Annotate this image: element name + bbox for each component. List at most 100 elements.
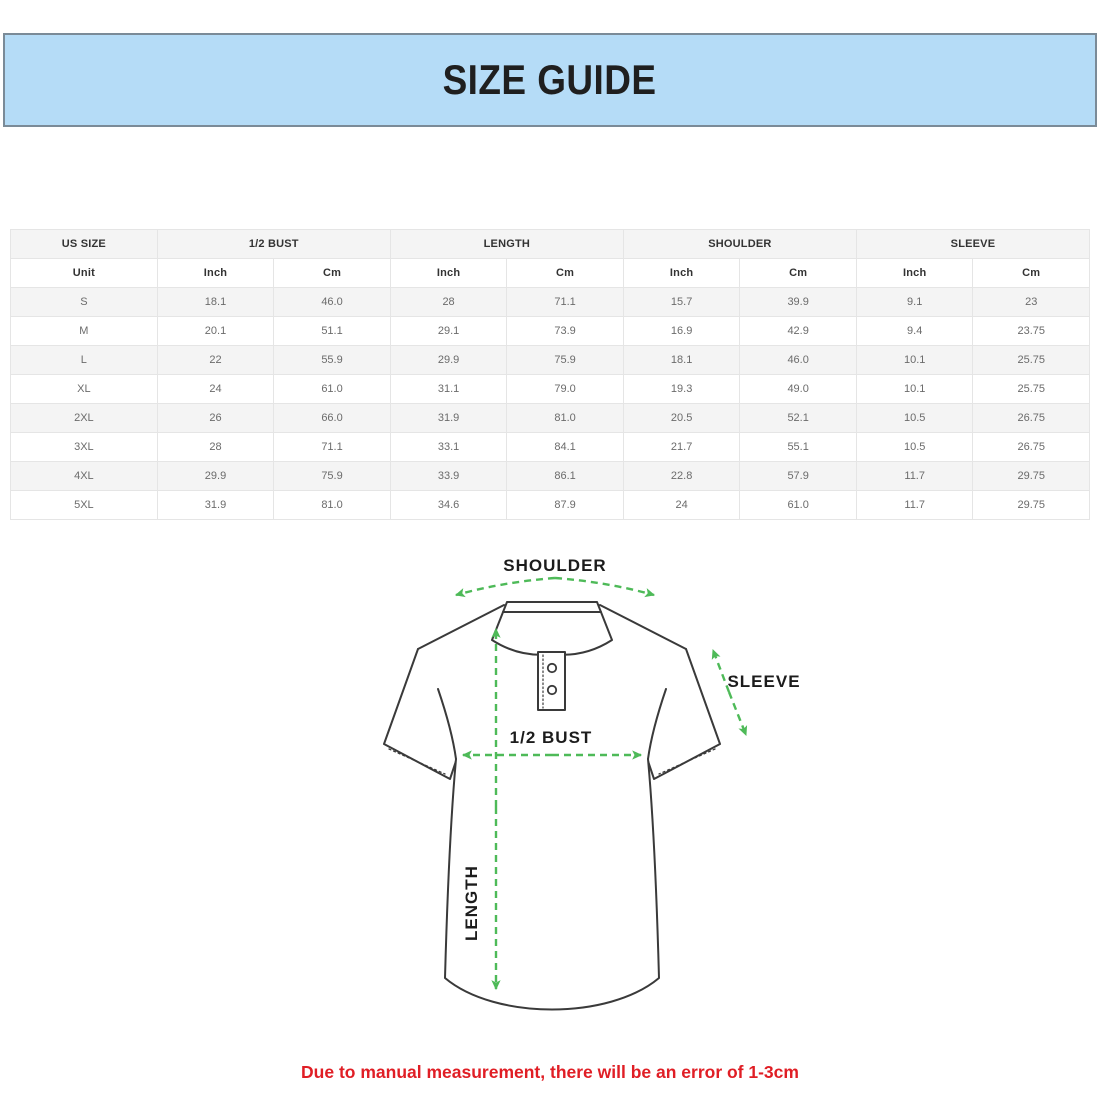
measurement-cell: 9.1 [855,287,974,317]
measurement-cell: 81.0 [273,490,391,520]
measurement-cell: 28 [156,432,275,462]
measurement-cell: 28 [389,287,508,317]
measurement-cell: 11.7 [855,461,974,491]
measurement-cell: 84.1 [506,432,624,462]
measurement-cell: 29.9 [156,461,275,491]
right-armhole-seam [647,688,667,760]
measurement-disclaimer: Due to manual measurement, there will be… [301,1061,799,1082]
button-bottom [546,684,558,696]
size-label-cell: L [10,345,158,375]
size-label-cell: 2XL [10,403,158,433]
measurement-cell: 10.1 [855,374,974,404]
measurement-cell: 29.75 [972,490,1090,520]
measurement-cell: 46.0 [739,345,857,375]
measurement-cell: 9.4 [855,316,974,346]
measurement-cell: 55.9 [273,345,391,375]
unit-header: Cm [972,258,1090,288]
measurement-cell: 42.9 [739,316,857,346]
left-sleeve-hem-stitch [388,748,446,775]
shoulder-arrow [454,576,556,598]
measurement-cell: 22 [156,345,275,375]
sleeve-label: SLEEVE [727,672,800,691]
measurement-cell: 73.9 [506,316,624,346]
measurement-cell: 19.3 [622,374,741,404]
measurement-cell: 86.1 [506,461,624,491]
measurement-cell: 10.1 [855,345,974,375]
measurement-cell: 24 [156,374,275,404]
measurement-cell: 26.75 [972,432,1090,462]
table-row: S 18.1 46.0 28 71.1 15.7 39.9 9.1 23 [10,287,1090,317]
col-header-shoulder: SHOULDER [622,229,857,259]
placket [537,651,566,711]
shoulder-label: SHOULDER [503,556,606,575]
measurement-cell: 21.7 [622,432,741,462]
unit-header: Inch [389,258,508,288]
sleeve-arrow [711,648,731,693]
size-label-cell: 3XL [10,432,158,462]
unit-header: Inch [156,258,275,288]
size-chart-table: US SIZE 1/2 BUST LENGTH SHOULDER SLEEVE … [10,229,1091,520]
measurement-cell: 61.0 [273,374,391,404]
unit-header: Inch [622,258,741,288]
shirt-measurement-diagram: SHOULDER SLEEVE 1/2 BUST LENGTH [370,545,810,1025]
col-header-bust: 1/2 BUST [156,229,391,259]
table-row: L 22 55.9 29.9 75.9 18.1 46.0 10.1 25.75 [10,345,1090,375]
measurement-cell: 23.75 [972,316,1090,346]
measurement-cell: 39.9 [739,287,857,317]
measurement-cell: 26.75 [972,403,1090,433]
measurement-cell: 52.1 [739,403,857,433]
measurement-cell: 33.1 [389,432,508,462]
measurement-cell: 57.9 [739,461,857,491]
table-group-header-row: US SIZE 1/2 BUST LENGTH SHOULDER SLEEVE [10,229,1091,259]
measurement-cell: 75.9 [506,345,624,375]
button-top [546,662,558,674]
bust-label: 1/2 BUST [510,728,593,747]
size-label-cell: XL [10,374,158,404]
table-row: 2XL 26 66.0 31.9 81.0 20.5 52.1 10.5 26.75 [10,403,1090,433]
measurement-cell: 31.9 [389,403,508,433]
size-label-cell: S [10,287,158,317]
measurement-cell: 61.0 [739,490,857,520]
measurement-cell: 24 [622,490,741,520]
col-header-us-size: US SIZE [10,229,158,259]
measurement-cell: 22.8 [622,461,741,491]
shirt-body [444,758,660,1011]
measurement-cell: 10.5 [855,403,974,433]
measurement-cell: 49.0 [739,374,857,404]
measurement-cell: 15.7 [622,287,741,317]
table-row: 3XL 28 71.1 33.1 84.1 21.7 55.1 10.5 26.75 [10,432,1090,462]
measurement-cell: 75.9 [273,461,391,491]
table-unit-header-row: Unit Inch Cm Inch Cm Inch Cm Inch Cm [10,258,1090,288]
measurement-cell: 34.6 [389,490,508,520]
page-title: SIZE GUIDE [443,56,657,103]
collar [491,601,613,656]
sleeve-arrow [727,691,748,737]
measurement-arrows [454,576,748,991]
measurement-cell: 66.0 [273,403,391,433]
measurement-cell: 11.7 [855,490,974,520]
measurement-cell: 10.5 [855,432,974,462]
measurement-cell: 31.9 [156,490,275,520]
unit-header: Cm [506,258,624,288]
table-row: 4XL 29.9 75.9 33.9 86.1 22.8 57.9 11.7 29.75 [10,461,1090,491]
unit-header: Inch [855,258,974,288]
right-shoulder-seam [599,604,687,650]
measurement-cell: 29.9 [389,345,508,375]
unit-header: Cm [273,258,391,288]
measurement-cell: 87.9 [506,490,624,520]
size-label-cell: 4XL [10,461,158,491]
polo-shirt-illustration [383,601,721,1011]
unit-header: Cm [739,258,857,288]
col-header-length: LENGTH [389,229,624,259]
measurement-cell: 81.0 [506,403,624,433]
measurement-cell: 79.0 [506,374,624,404]
measurement-cell: 23 [972,287,1090,317]
measurement-cell: 18.1 [156,287,275,317]
measurement-cell: 20.1 [156,316,275,346]
left-shoulder-seam [417,604,505,650]
measurement-cell: 29.75 [972,461,1090,491]
measurement-cell: 18.1 [622,345,741,375]
measurement-cell: 33.9 [389,461,508,491]
measurement-cell: 46.0 [273,287,391,317]
